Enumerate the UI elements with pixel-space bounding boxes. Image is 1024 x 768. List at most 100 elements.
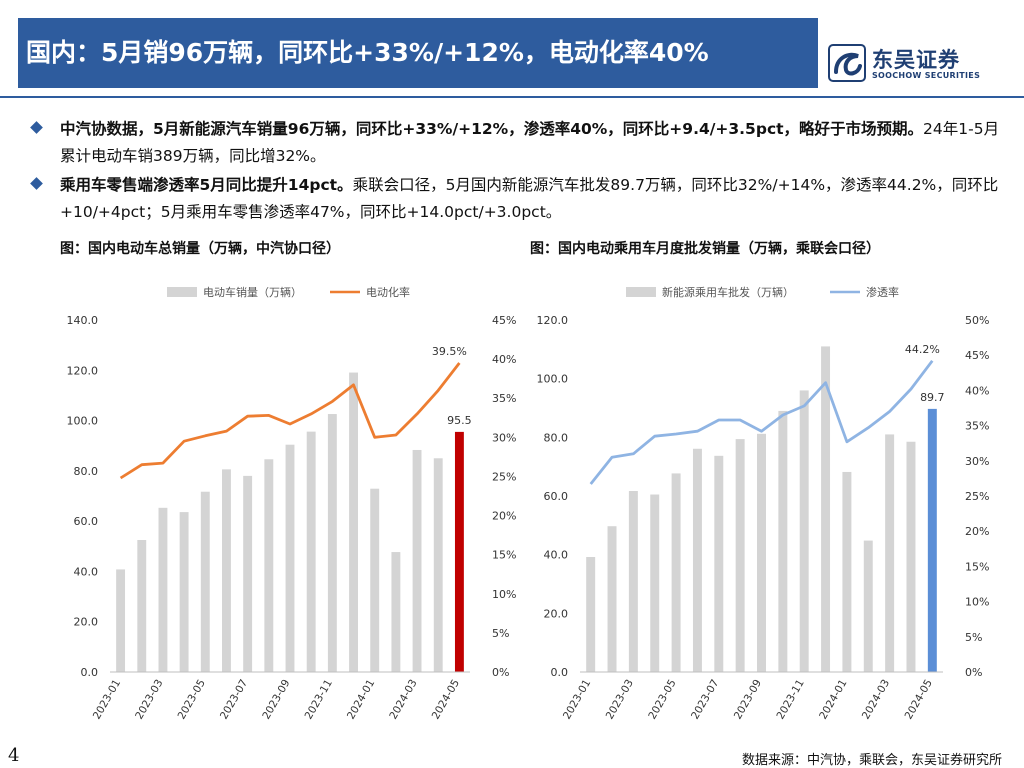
bar: [671, 473, 681, 672]
y-right-tick: 40%: [492, 353, 516, 366]
bullet-2-bold: 乘用车零售端渗透率5月同比提升14pct。: [60, 176, 353, 194]
y-left-tick: 40.0: [74, 565, 99, 578]
legend-bar-swatch: [167, 287, 197, 297]
y-left-tick: 80.0: [544, 431, 569, 444]
bullet-2-normal: 乘联会口径，5月国内新能源汽车批发89.7万辆，同环比32%/+14%，渗透率4…: [60, 176, 999, 221]
logo-text-cn: 东吴证券: [872, 48, 960, 72]
y-right-tick: 45%: [492, 314, 516, 327]
y-right-tick: 20%: [492, 510, 516, 523]
bar: [842, 471, 852, 672]
x-tick-label: 2024-05: [430, 678, 462, 722]
left-chart-title: 图：国内电动车总销量（万辆，中汽协口径）: [60, 241, 340, 257]
bar: [179, 512, 189, 672]
bar: [327, 414, 337, 672]
x-tick-label: 2023-03: [604, 678, 636, 722]
bar: [821, 346, 831, 672]
x-tick-label: 2023-07: [218, 678, 250, 722]
legend-bar-swatch: [626, 287, 656, 297]
bar: [906, 441, 916, 672]
bar: [222, 469, 231, 672]
rate-line: [119, 362, 461, 480]
bar: [349, 372, 358, 672]
bar: [264, 459, 274, 672]
y-left-tick: 120.0: [67, 364, 99, 377]
right-chart-title: 图：国内电动乘用车月度批发销量（万辆，乘联会口径）: [530, 241, 880, 257]
header-divider: [0, 96, 1024, 98]
bar: [757, 433, 766, 672]
y-right-tick: 0%: [492, 666, 509, 679]
bar: [200, 491, 210, 672]
x-tick-label: 2023-09: [260, 678, 292, 722]
bar: [433, 458, 443, 672]
last-line-label: 39.5%: [432, 345, 467, 358]
legend-bar-label: 电动车销量（万辆）: [203, 285, 302, 299]
bar: [714, 455, 724, 672]
rate-line: [589, 359, 934, 485]
x-tick-label: 2024-01: [345, 678, 377, 722]
bullet-1-text: 中汽协数据，5月新能源汽车销量96万辆，同环比+33%/+12%，渗透率40%，…: [60, 116, 1002, 170]
y-left-tick: 140.0: [67, 314, 99, 327]
y-left-tick: 20.0: [74, 616, 99, 629]
bar: [628, 491, 638, 672]
last-line-label: 44.2%: [905, 343, 940, 356]
bullet-1: 中汽协数据，5月新能源汽车销量96万辆，同环比+33%/+12%，渗透率40%，…: [30, 116, 1002, 170]
x-tick-label: 2023-09: [732, 678, 764, 722]
bar: [243, 475, 253, 672]
y-right-tick: 35%: [965, 420, 989, 433]
y-left-tick: 60.0: [544, 490, 569, 503]
bar: [735, 439, 745, 672]
y-left-tick: 120.0: [537, 314, 569, 327]
bullet-2: 乘用车零售端渗透率5月同比提升14pct。乘联会口径，5月国内新能源汽车批发89…: [30, 172, 1002, 226]
bullet-2-text: 乘用车零售端渗透率5月同比提升14pct。乘联会口径，5月国内新能源汽车批发89…: [60, 172, 1002, 226]
bullet-1-bold: 中汽协数据，5月新能源汽车销量96万辆，同环比+33%/+12%，渗透率40%，…: [60, 120, 924, 138]
y-right-tick: 50%: [965, 314, 989, 327]
bar: [137, 540, 147, 672]
bar: [586, 557, 596, 672]
y-right-tick: 5%: [492, 627, 509, 640]
y-left-tick: 60.0: [74, 515, 99, 528]
x-tick-label: 2023-11: [303, 678, 335, 722]
y-left-tick: 80.0: [74, 465, 99, 478]
x-tick-label: 2023-07: [689, 678, 721, 722]
y-left-tick: 0.0: [81, 666, 99, 679]
bar-highlight: [927, 408, 937, 672]
diamond-bullet-icon: [30, 121, 43, 134]
page-title: 国内：5月销96万辆，同环比+33%/+12%，电动化率40%: [26, 38, 709, 67]
logo-text-en: SOOCHOW SECURITIES: [872, 71, 981, 80]
x-tick-label: 2024-03: [860, 678, 892, 722]
x-tick-label: 2024-03: [387, 678, 419, 722]
bar: [116, 569, 126, 672]
title-bar: [18, 18, 818, 88]
bar: [607, 526, 617, 672]
y-right-tick: 15%: [965, 560, 989, 573]
bar: [778, 410, 788, 672]
y-right-tick: 20%: [965, 525, 989, 538]
diamond-bullet-icon: [30, 177, 43, 190]
page-number: 4: [8, 745, 20, 766]
x-tick-label: 2023-01: [91, 678, 123, 722]
last-bar-label: 89.7: [920, 391, 945, 404]
y-left-tick: 100.0: [67, 415, 99, 428]
bar: [285, 444, 295, 672]
y-right-tick: 15%: [492, 549, 516, 562]
x-tick-label: 2023-11: [774, 678, 806, 722]
y-left-tick: 0.0: [551, 666, 569, 679]
y-right-tick: 0%: [965, 666, 982, 679]
y-left-tick: 20.0: [544, 607, 569, 620]
x-tick-label: 2023-01: [561, 678, 593, 722]
right-chart: 新能源乘用车批发（万辆） 渗透率 0.0 20.0 40.0 60.0 80.0 100.0 1…: [537, 285, 990, 722]
y-right-tick: 30%: [492, 431, 516, 444]
logo-mark-icon: [828, 44, 866, 82]
x-tick-label: 2023-05: [646, 678, 678, 722]
bar: [306, 431, 316, 672]
bar: [799, 390, 809, 672]
y-right-tick: 35%: [492, 392, 516, 405]
bar: [692, 448, 702, 672]
y-right-tick: 45%: [965, 349, 989, 362]
company-logo: 东吴证券 SOOCHOW SECURITIES: [828, 44, 1008, 84]
last-bar-label: 95.5: [447, 414, 472, 427]
y-right-tick: 25%: [965, 490, 989, 503]
x-tick-label: 2023-05: [176, 678, 208, 722]
legend-line-label: 电动化率: [366, 285, 410, 299]
y-left-tick: 100.0: [537, 373, 569, 386]
